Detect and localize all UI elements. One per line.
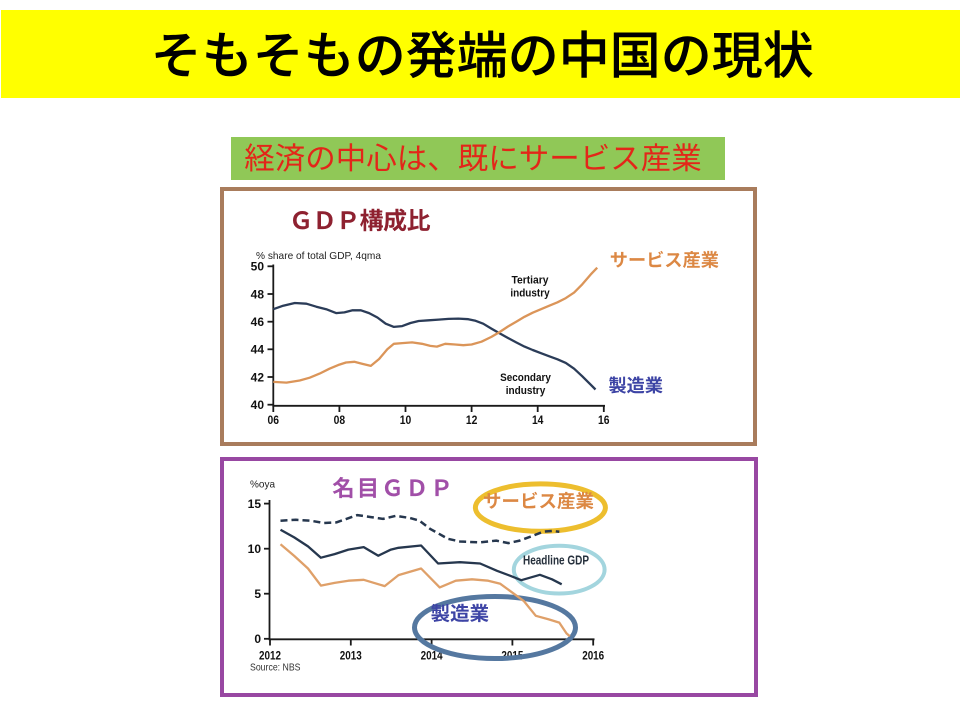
svg-text:06: 06 [268,413,280,427]
svg-text:12: 12 [466,413,478,427]
svg-text:industry: industry [506,385,546,397]
svg-text:50: 50 [251,260,265,274]
svg-text:15: 15 [248,497,262,511]
svg-text:46: 46 [251,315,265,329]
svg-text:5: 5 [254,587,261,601]
svg-text:44: 44 [251,343,265,357]
svg-text:% share of total GDP, 4qma: % share of total GDP, 4qma [256,250,381,262]
svg-text:48: 48 [251,287,265,301]
svg-text:42: 42 [251,370,265,384]
svg-text:2012: 2012 [259,649,281,663]
svg-text:industry: industry [510,288,550,300]
svg-text:Headline GDP: Headline GDP [523,552,589,567]
svg-text:0: 0 [254,632,261,646]
svg-text:16: 16 [598,413,610,427]
svg-text:2014: 2014 [421,649,443,663]
svg-text:14: 14 [532,413,544,427]
svg-text:10: 10 [248,542,262,556]
svg-text:%oya: %oya [250,478,275,490]
svg-text:40: 40 [251,398,265,412]
svg-text:10: 10 [400,413,412,427]
svg-text:2013: 2013 [340,649,362,663]
svg-text:Secondary: Secondary [500,372,551,384]
svg-text:Source: NBS: Source: NBS [250,662,301,674]
svg-text:Tertiary: Tertiary [512,275,550,287]
svg-text:2016: 2016 [582,649,604,663]
svg-text:08: 08 [334,413,346,427]
